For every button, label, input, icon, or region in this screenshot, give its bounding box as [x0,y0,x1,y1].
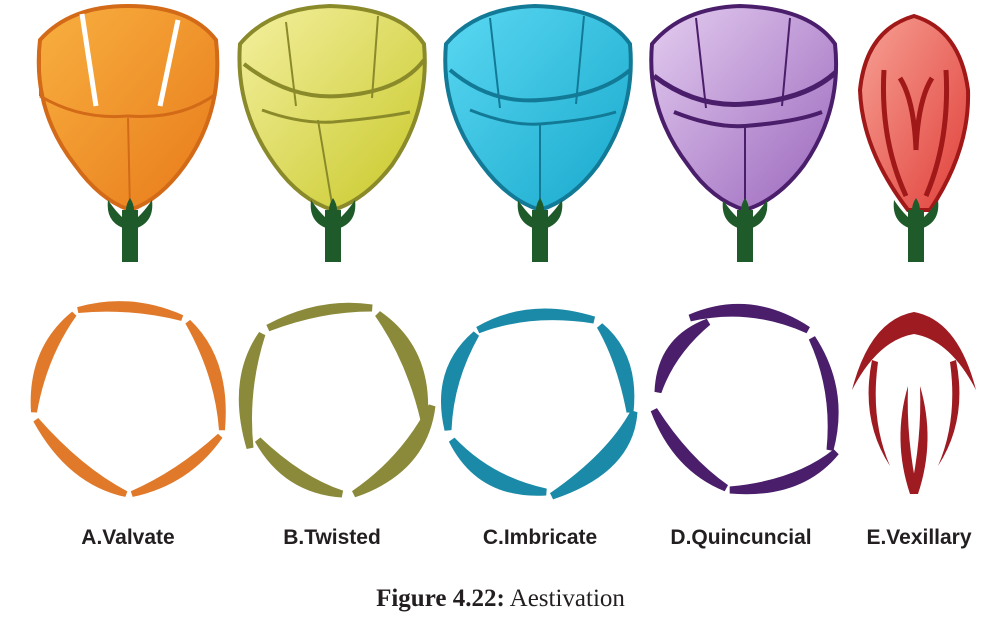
caption-number: Figure 4.22: [376,585,505,612]
label-imbricate: C.Imbricate [482,526,598,549]
valvate-flower [36,3,220,213]
quincuncial-diagram [650,303,839,495]
label-vexillary: E.Vexillary [866,526,972,549]
twisted-diagram [238,302,436,498]
figure-caption: Figure 4.22: Aestivation [0,585,1001,613]
caption-text: Aestivation [509,585,625,612]
vexillary-flower [857,13,971,212]
imbricate-flower [443,3,633,213]
valvate-diagram [30,301,226,497]
imbricate-stem [517,198,563,262]
imbricate-diagram [441,308,638,500]
label-quincuncial: D.Quincuncial [670,526,812,549]
label-valvate: A.Valvate [81,526,175,549]
valvate-stem [107,198,153,262]
twisted-stem [310,198,356,262]
quincuncial-stem [722,198,768,262]
label-twisted: B.Twisted [283,526,381,549]
twisted-flower [237,3,427,213]
quincuncial-flower [649,3,839,213]
vexillary-diagram [852,312,976,494]
vexillary-stem [893,198,939,262]
